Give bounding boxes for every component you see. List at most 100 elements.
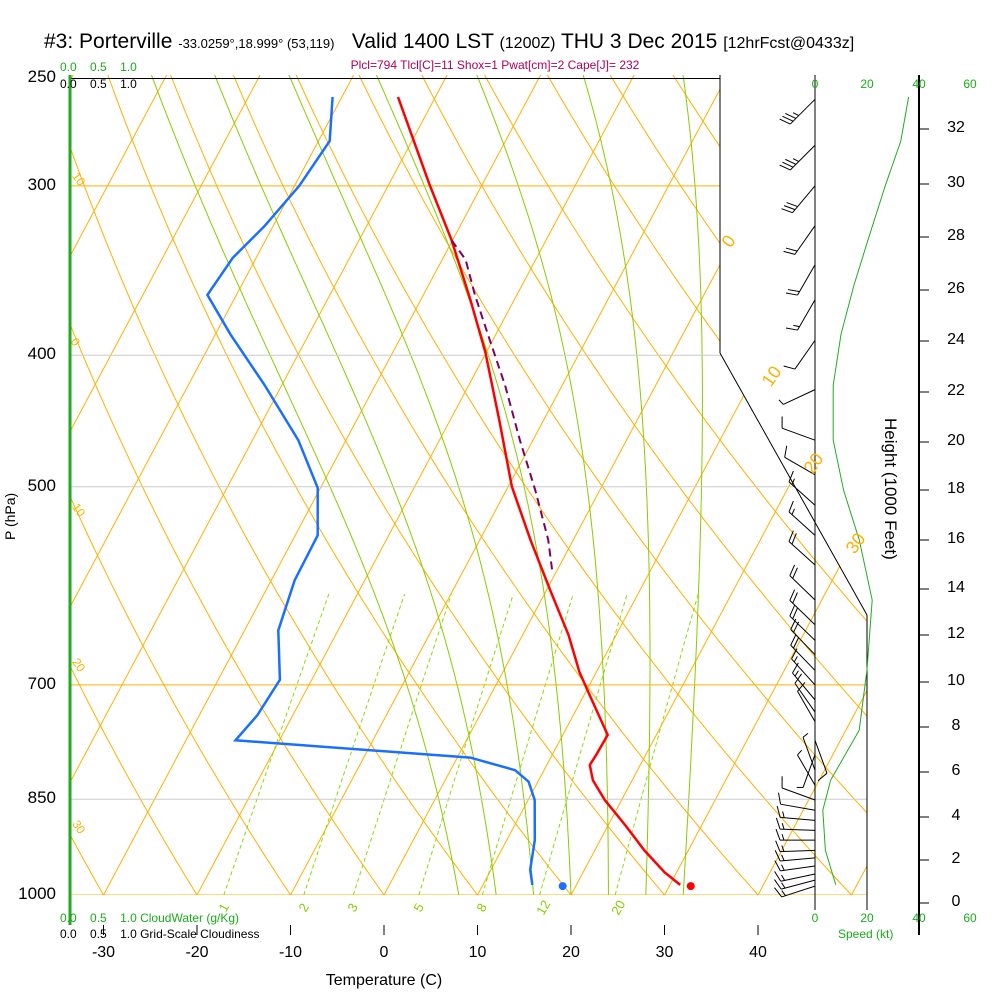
wind-barb xyxy=(783,225,816,255)
wind-barb-half-feather xyxy=(782,811,785,818)
speed-tick-label-top: 40 xyxy=(912,77,926,91)
wind-barb xyxy=(774,871,816,882)
wind-barb-feather xyxy=(794,673,803,684)
wind-barb-feather xyxy=(785,327,798,331)
wind-barb-feather xyxy=(779,164,791,171)
isotherm-line xyxy=(555,75,867,895)
isotherm-line xyxy=(648,75,867,895)
wind-barb-feather xyxy=(797,682,806,692)
height-tick-label: 12 xyxy=(947,625,965,642)
wind-barb-feather xyxy=(786,202,798,208)
wind-barb-staff xyxy=(790,644,816,671)
wind-barb-half-feather xyxy=(791,508,795,515)
wind-barb-feather xyxy=(792,567,798,579)
height-tick-label: 30 xyxy=(947,174,965,191)
wind-barb xyxy=(796,754,816,789)
wind-barb-staff xyxy=(789,144,816,171)
scale-label: 0.5 xyxy=(90,911,107,925)
height-tick-label: 6 xyxy=(951,762,961,779)
wind-barb-staff xyxy=(788,541,816,566)
wind-barb xyxy=(790,618,816,656)
wind-speed-profile xyxy=(822,96,910,886)
wind-barb-feather xyxy=(779,118,791,125)
wind-barb-half-feather xyxy=(797,749,803,756)
wind-barb xyxy=(783,340,816,370)
isotherm-line xyxy=(70,75,179,895)
height-tick-label: 24 xyxy=(947,331,965,348)
wind-barb-feather xyxy=(790,634,797,646)
wind-barb-half-feather xyxy=(792,112,799,117)
wind-barb xyxy=(797,749,816,786)
wind-barb xyxy=(781,776,816,801)
stability-indices: Plcl=794 Tlcl[C]=11 Shox=1 Pwat[cm]=2 Ca… xyxy=(350,58,640,72)
wind-barb-half-feather xyxy=(781,823,785,830)
cloudiness-scale-top: 0.0 0.5 1.0 xyxy=(60,77,137,91)
wind-barb-staff xyxy=(789,600,816,626)
speed-tick-label-bottom: 20 xyxy=(860,911,874,925)
mixing-ratio-line xyxy=(481,593,574,895)
speed-tick-label-bottom: 60 xyxy=(963,911,977,925)
isotherm-line xyxy=(274,75,740,895)
wind-barb-feather xyxy=(785,247,798,252)
wind-barb-half-feather xyxy=(793,656,798,663)
wind-barb-feather xyxy=(785,292,798,296)
wind-barb-feather xyxy=(790,618,797,630)
height-tick-label: 20 xyxy=(947,432,965,449)
isotherm-line xyxy=(70,75,459,895)
pressure-tick-label: 700 xyxy=(27,673,56,693)
temperature-tick-label: -10 xyxy=(278,944,303,961)
dry-adiabat-line xyxy=(286,75,867,895)
moist-adiabat-line xyxy=(279,75,535,895)
utc-time: (1200Z) xyxy=(499,35,556,52)
wind-barb-feather xyxy=(792,592,798,604)
wind-barb-staff xyxy=(783,389,816,405)
wind-barb-staff xyxy=(780,828,816,831)
height-tick-label: 32 xyxy=(947,119,965,136)
height-tick-label: 4 xyxy=(951,807,961,824)
dry-adiabat-line xyxy=(70,75,311,895)
pressure-tick-label: 1000 xyxy=(18,884,56,903)
wind-barb-half-feather xyxy=(781,874,786,881)
x-axis-label: Temperature (C) xyxy=(325,972,443,989)
wind-barb xyxy=(775,817,816,831)
speed-tick-label-top: 0 xyxy=(811,77,819,91)
height-tick-label: 26 xyxy=(947,280,965,297)
wind-barb-feather xyxy=(789,564,796,576)
frame-edge xyxy=(719,352,868,616)
wind-barb xyxy=(785,264,816,296)
mixing-ratio-line xyxy=(303,593,406,895)
wind-barb-feather xyxy=(783,205,796,211)
wind-barb-half-feather xyxy=(781,890,786,896)
wind-barb-feather xyxy=(789,605,796,617)
mixing-ratio-line xyxy=(223,593,330,895)
wind-barb-staff xyxy=(802,737,816,771)
wind-barb xyxy=(797,682,816,722)
wind-barb-feather xyxy=(784,445,788,458)
wind-barb-feather xyxy=(774,871,782,882)
pressure-tick-label: 400 xyxy=(27,344,56,364)
temperature-tick-label: 30 xyxy=(655,944,674,961)
wind-barb-feather xyxy=(785,158,797,165)
wind-barb-staff xyxy=(780,849,816,853)
wind-barb-staff xyxy=(794,225,816,255)
wind-barb-staff xyxy=(781,427,816,441)
wind-barb-half-feather xyxy=(781,854,785,861)
wind-barb-staff xyxy=(792,672,816,701)
height-tick-label: 14 xyxy=(947,579,965,596)
temperature-tick-label: -30 xyxy=(91,944,116,961)
wind-barb-staff xyxy=(791,658,816,686)
wind-barb xyxy=(788,470,816,506)
cloudwater-scale-top: 0.0 0.5 1.0 xyxy=(60,60,137,74)
mixing-ratio-line xyxy=(352,593,452,895)
wind-barb xyxy=(794,673,816,713)
wind-barb-feather xyxy=(791,533,797,545)
moist-adiabat-line xyxy=(143,75,460,895)
wind-barb-staff xyxy=(788,511,816,536)
wind-barb-half-feather xyxy=(781,845,785,852)
wind-barb xyxy=(781,416,816,441)
speed-tick-label-top: 20 xyxy=(860,77,874,91)
wind-barb-staff xyxy=(780,857,816,862)
dry-adiabat-line xyxy=(70,75,121,895)
isotherm-line xyxy=(181,75,646,895)
